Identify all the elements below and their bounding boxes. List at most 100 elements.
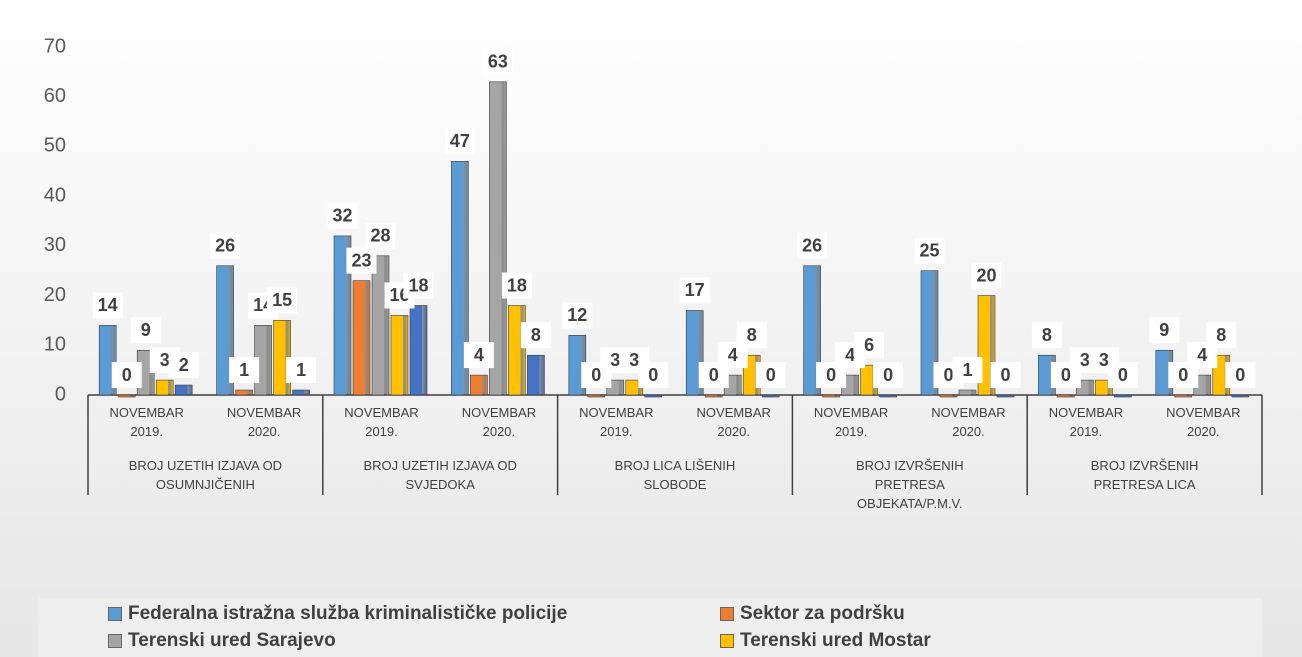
data-label-box bbox=[952, 357, 983, 384]
y-tick-label: 30 bbox=[44, 234, 66, 256]
data-label-box bbox=[327, 202, 358, 229]
data-label-box bbox=[210, 232, 241, 259]
y-tick-label: 50 bbox=[44, 135, 66, 157]
data-label: 4 bbox=[728, 345, 738, 365]
bar bbox=[174, 384, 193, 396]
legend-label: Terenski ured Sarajevo bbox=[128, 630, 336, 651]
data-label: 0 bbox=[826, 365, 836, 385]
bar bbox=[1057, 394, 1075, 398]
data-label-box bbox=[638, 362, 669, 388]
x-tick-label: NOVEMBAR 2019. bbox=[813, 405, 889, 439]
data-label-box bbox=[679, 277, 710, 304]
data-label-box bbox=[520, 322, 551, 349]
data-label-box bbox=[914, 237, 945, 264]
legend-label: Terenski ured Mostar bbox=[740, 630, 931, 651]
x-tick-label: NOVEMBAR 2020. bbox=[1166, 405, 1241, 439]
y-tick-label: 40 bbox=[44, 184, 66, 206]
legend-swatch bbox=[720, 634, 734, 648]
data-label: 2 bbox=[179, 355, 189, 375]
bar bbox=[879, 394, 897, 398]
data-label-box bbox=[1107, 362, 1138, 388]
bar bbox=[470, 374, 488, 396]
legend-entry: Federalna istražna služba kriminalističk… bbox=[108, 602, 567, 626]
data-label: 9 bbox=[141, 320, 151, 340]
data-label-box bbox=[990, 362, 1021, 388]
y-tick-label: 20 bbox=[44, 284, 66, 306]
data-label-box bbox=[130, 317, 161, 344]
group-label: BROJ UZETIH IZJAVA OD OSUMNJIČENIH bbox=[128, 458, 283, 492]
data-label: 14 bbox=[98, 295, 118, 315]
bar bbox=[508, 305, 526, 396]
x-tick-label: NOVEMBAR 2019. bbox=[1048, 405, 1124, 439]
data-label-box bbox=[92, 292, 123, 319]
data-label: 0 bbox=[883, 365, 893, 385]
data-label: 9 bbox=[1159, 320, 1169, 340]
y-tick-label: 10 bbox=[44, 334, 66, 356]
bar bbox=[352, 280, 371, 396]
bar bbox=[235, 389, 253, 396]
legend-entry: Terenski ured Mostar bbox=[720, 629, 931, 653]
bar bbox=[958, 389, 977, 396]
x-tick-label: NOVEMBAR 2020. bbox=[226, 405, 302, 439]
data-label: 18 bbox=[507, 275, 527, 295]
data-label: 1 bbox=[962, 360, 972, 380]
data-label-box bbox=[854, 332, 885, 359]
legend-swatch bbox=[108, 607, 122, 621]
bar bbox=[1114, 394, 1132, 398]
data-label: 3 bbox=[610, 350, 620, 370]
group-label: BROJ IZVRŠENIH PRETRESA OBJEKATA/P.M.V. bbox=[855, 458, 964, 511]
bar bbox=[489, 81, 507, 396]
data-label-box bbox=[1149, 317, 1180, 344]
data-label: 23 bbox=[351, 250, 371, 270]
bar bbox=[644, 394, 663, 398]
data-label-box bbox=[873, 362, 904, 388]
data-label: 0 bbox=[1235, 365, 1245, 385]
legend-entry: Terenski ured Sarajevo bbox=[108, 629, 336, 653]
y-tick-label: 70 bbox=[44, 35, 66, 57]
data-label-box bbox=[111, 362, 142, 388]
data-label-box bbox=[444, 128, 475, 155]
data-label-box bbox=[463, 342, 494, 369]
data-label: 47 bbox=[450, 131, 470, 151]
data-label: 1 bbox=[239, 360, 249, 380]
x-tick-label: NOVEMBAR 2019. bbox=[109, 405, 184, 439]
legend-swatch bbox=[720, 607, 734, 621]
data-label: 15 bbox=[272, 290, 292, 310]
data-label-box bbox=[286, 357, 317, 384]
y-tick-label: 0 bbox=[55, 383, 66, 405]
bar bbox=[117, 394, 136, 398]
group-label: BROJ LICA LIŠENIH SLOBODE bbox=[614, 458, 736, 492]
data-label: 0 bbox=[1061, 365, 1071, 385]
data-label-box bbox=[168, 352, 199, 379]
data-label: 0 bbox=[591, 365, 601, 385]
bar bbox=[939, 394, 958, 398]
data-label-box bbox=[365, 222, 396, 249]
legend-label: Sektor za podršku bbox=[740, 603, 905, 624]
data-label-box bbox=[755, 362, 786, 388]
bar bbox=[390, 315, 409, 396]
legend-swatch bbox=[108, 634, 122, 648]
x-tick-label: NOVEMBAR 2020. bbox=[461, 405, 537, 439]
data-label-box bbox=[1031, 322, 1062, 349]
data-label: 32 bbox=[332, 206, 352, 226]
data-label-box bbox=[346, 247, 377, 274]
bar bbox=[409, 305, 428, 396]
x-tick-label: NOVEMBAR 2020. bbox=[696, 405, 771, 439]
bar bbox=[292, 389, 310, 396]
data-label: 3 bbox=[1080, 350, 1090, 370]
data-label: 12 bbox=[567, 305, 587, 325]
data-label-box bbox=[797, 232, 828, 259]
data-label-box bbox=[229, 357, 260, 384]
y-tick-label: 60 bbox=[44, 85, 66, 107]
data-label: 3 bbox=[160, 350, 170, 370]
group-label: BROJ IZVRŠENIH PRETRESA LICA bbox=[1090, 458, 1199, 492]
data-label: 4 bbox=[1197, 345, 1207, 365]
bar bbox=[155, 379, 174, 396]
data-label: 0 bbox=[943, 365, 953, 385]
data-label-box bbox=[267, 287, 298, 314]
data-label-box bbox=[403, 272, 434, 299]
bar bbox=[371, 255, 390, 396]
bar bbox=[1174, 394, 1193, 398]
data-label: 8 bbox=[1216, 325, 1226, 345]
